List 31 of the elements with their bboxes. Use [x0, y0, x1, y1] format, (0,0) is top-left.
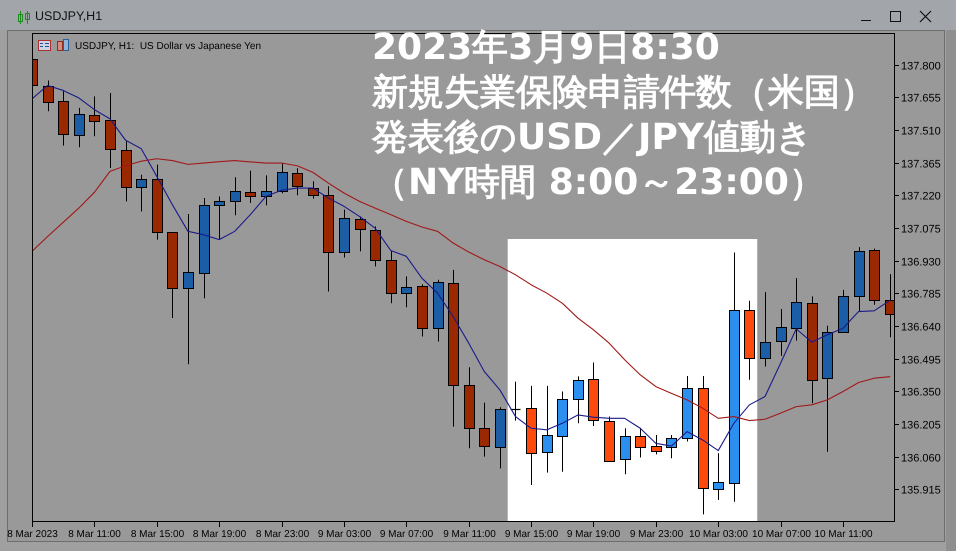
y-tick-label: 136.205 — [901, 420, 941, 432]
y-tick-label: 136.060 — [901, 452, 941, 464]
x-tick-label: 9 Mar 11:00 — [443, 529, 496, 540]
x-tick-label: 9 Mar 03:00 — [318, 529, 372, 540]
x-tick-label: 8 Mar 19:00 — [192, 529, 247, 540]
y-tick-label: 136.640 — [901, 322, 941, 334]
title: 2023年3月9日8:30新規失業保険申請件数（米国）発表後のUSD／JPY値動き（NY時間 8:00～23:00） — [372, 27, 876, 203]
y-tick-label: 137.075 — [901, 224, 941, 236]
y-tick-label: 136.350 — [901, 386, 941, 398]
x-tick-label: 9 Mar 07:00 — [380, 529, 434, 540]
x-tick-label: 9 Mar 15:00 — [504, 529, 559, 540]
x-tick-label: 8 Mar 23:00 — [256, 529, 310, 540]
x-tick-label: 10 Mar 07:00 — [752, 529, 812, 540]
x-tick-label: 9 Mar 19:00 — [566, 529, 621, 540]
x-tick-label: 8 Mar 2023 — [7, 529, 58, 540]
y-tick-label: 137.510 — [901, 126, 941, 138]
text: USDJPY, H1: US Dollar vs Japanese Yen — [75, 41, 262, 52]
y-tick-label: 137.365 — [901, 158, 941, 170]
y-tick-label: 135.915 — [901, 484, 941, 496]
y-tick-label: 137.655 — [901, 92, 941, 104]
x-tick-label: 8 Mar 11:00 — [68, 529, 122, 540]
x-tick-label: 8 Mar 15:00 — [130, 529, 185, 540]
y-tick-label: 136.495 — [901, 354, 941, 366]
y-tick-label: 137.800 — [901, 60, 941, 72]
x-tick-label: 9 Mar 23:00 — [630, 529, 684, 540]
text: USDJPY,H1 — [35, 9, 102, 23]
y-tick-label: 136.785 — [901, 288, 941, 300]
y-tick-label: 136.930 — [901, 256, 941, 268]
y-tick-label: 137.220 — [901, 190, 941, 202]
x-tick-label: 10 Mar 11:00 — [814, 529, 874, 540]
x-tick-label: 10 Mar 03:00 — [689, 529, 748, 540]
